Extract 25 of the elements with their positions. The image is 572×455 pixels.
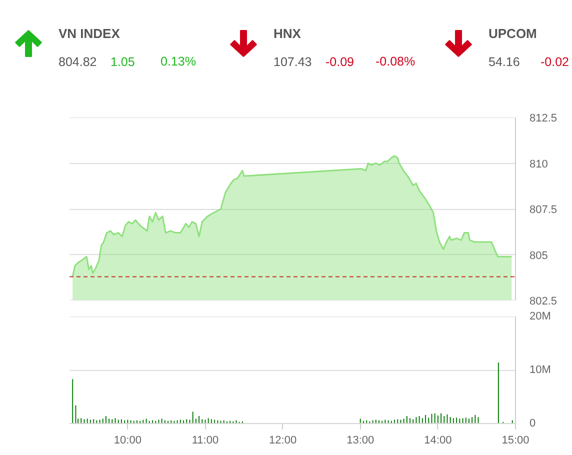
category-label: UPCOM: [488, 26, 537, 41]
x-tick-label: 11:00: [192, 434, 219, 446]
y-tick-label: 20M: [530, 310, 551, 322]
y-tick-label: 10M: [530, 364, 551, 376]
y-tick-label: 810: [530, 158, 548, 170]
data-label: -0.08%: [376, 54, 416, 68]
y-tick-label: 805: [530, 250, 548, 262]
data-label: 1.05: [110, 55, 135, 69]
y-tick-label: 0: [530, 418, 536, 430]
x-tick-label: 13:00: [346, 434, 374, 446]
data-label: 804.82: [58, 55, 97, 69]
data-label: -0.02: [540, 55, 570, 69]
x-tick-label: 10:00: [114, 434, 142, 446]
data-label: 107.43: [274, 55, 312, 69]
y-tick-label: 802.5: [530, 296, 558, 308]
data-label: 54.16: [488, 55, 520, 69]
y-tick-label: 812.5: [530, 112, 558, 124]
x-tick-label: 14:00: [424, 434, 452, 446]
category-label: VN INDEX: [58, 26, 120, 41]
data-label: 0.13%: [160, 54, 196, 68]
category-label: HNX: [274, 26, 302, 41]
x-tick-label: 15:00: [502, 434, 530, 446]
data-label: -0.09: [326, 55, 354, 69]
x-tick-label: 12:00: [269, 434, 297, 446]
y-tick-label: 807.5: [530, 204, 558, 216]
